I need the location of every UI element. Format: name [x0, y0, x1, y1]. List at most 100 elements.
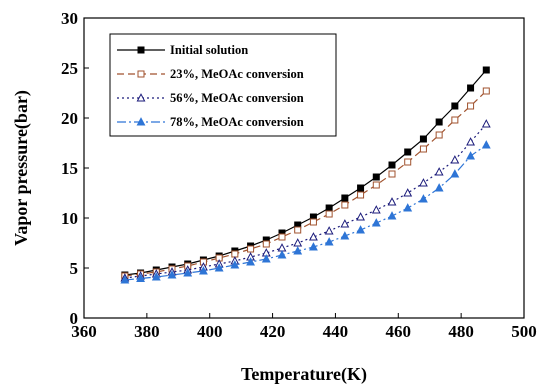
x-axis-title: Temperature(K) [241, 364, 367, 385]
data-point [278, 233, 286, 241]
data-point [371, 205, 381, 214]
data-point [341, 201, 349, 209]
data-point [419, 145, 427, 153]
data-point [387, 197, 397, 206]
data-point [247, 245, 255, 253]
data-point [450, 169, 460, 178]
y-tick-label: 25 [61, 59, 78, 78]
legend-entry: Initial solution [117, 43, 248, 57]
legend-label: 56%, MeOAc conversion [170, 91, 304, 105]
x-tick-label: 400 [197, 322, 223, 341]
data-point [467, 84, 475, 92]
series-line [124, 123, 487, 279]
series-4 [120, 140, 491, 284]
data-point [136, 273, 146, 282]
data-point [388, 161, 396, 169]
y-tick-label: 15 [61, 159, 78, 178]
data-point [435, 131, 443, 139]
y-tick-label: 20 [61, 109, 78, 128]
data-point [341, 194, 349, 202]
data-point [451, 116, 459, 124]
data-point [294, 226, 302, 234]
x-tick-label: 360 [71, 322, 97, 341]
data-point [214, 263, 224, 272]
data-point [293, 246, 303, 255]
data-point [309, 218, 317, 226]
data-point [230, 260, 240, 269]
x-tick-label: 420 [260, 322, 286, 341]
data-point [418, 178, 428, 187]
data-point [293, 238, 303, 247]
legend-label: 23%, MeOAc conversion [170, 67, 304, 81]
data-point [357, 184, 365, 192]
data-point [261, 254, 271, 263]
y-axis-title: Vapor pressure(bar) [11, 90, 32, 246]
legend-swatch-marker [136, 93, 146, 102]
data-point [308, 242, 318, 251]
data-point [340, 219, 350, 228]
data-point [246, 257, 256, 266]
x-tick-label: 440 [323, 322, 349, 341]
data-point [325, 210, 333, 218]
data-point [356, 212, 366, 221]
legend-label: 78%, MeOAc conversion [170, 115, 304, 129]
series-line [124, 144, 487, 281]
data-point [167, 270, 177, 279]
data-point [434, 183, 444, 192]
data-point [466, 137, 476, 146]
data-point [262, 240, 270, 248]
data-point [467, 102, 475, 110]
data-point [404, 148, 412, 156]
data-point [371, 218, 381, 227]
legend-entry: 23%, MeOAc conversion [117, 67, 304, 81]
data-point [356, 225, 366, 234]
data-point [387, 211, 397, 220]
data-point [198, 266, 208, 275]
data-point [419, 135, 427, 143]
data-point [403, 188, 413, 197]
y-tick-label: 0 [70, 309, 79, 328]
data-point [325, 204, 333, 212]
data-point [403, 203, 413, 212]
series-3 [120, 119, 491, 282]
data-point [231, 250, 239, 258]
data-point [277, 243, 287, 252]
data-point [450, 155, 460, 164]
x-tick-label: 380 [134, 322, 160, 341]
y-tick-label: 5 [70, 259, 79, 278]
legend-swatch-marker [137, 70, 145, 78]
y-axis: 0 5 10 15 20 25 30 [61, 9, 89, 328]
legend-box [109, 33, 337, 137]
data-point [482, 87, 490, 95]
x-tick-label: 460 [386, 322, 412, 341]
data-point [120, 275, 130, 284]
data-point [418, 194, 428, 203]
data-point [388, 170, 396, 178]
data-point [466, 151, 476, 160]
data-point [183, 268, 193, 277]
series-layer [120, 66, 491, 284]
x-axis: 360 380 400 420 440 460 480 500 [71, 313, 537, 341]
data-point [340, 231, 350, 240]
data-point [435, 118, 443, 126]
y-tick-label: 10 [61, 209, 78, 228]
data-point [482, 66, 490, 74]
data-point [277, 250, 287, 259]
data-point [308, 232, 318, 241]
data-point [372, 181, 380, 189]
y-tick-label: 30 [61, 9, 78, 28]
data-point [151, 272, 161, 281]
data-point [324, 237, 334, 246]
data-point [324, 226, 334, 235]
legend-label: Initial solution [170, 43, 248, 57]
legend-entry: 78%, MeOAc conversion [117, 115, 304, 129]
legend: Initial solution 23%, MeOAc conversion 56%… [117, 43, 304, 129]
data-point [481, 140, 491, 149]
data-point [434, 167, 444, 176]
x-tick-label: 480 [448, 322, 474, 341]
data-point [451, 102, 459, 110]
data-point [372, 173, 380, 181]
data-point [404, 158, 412, 166]
data-point [357, 191, 365, 199]
